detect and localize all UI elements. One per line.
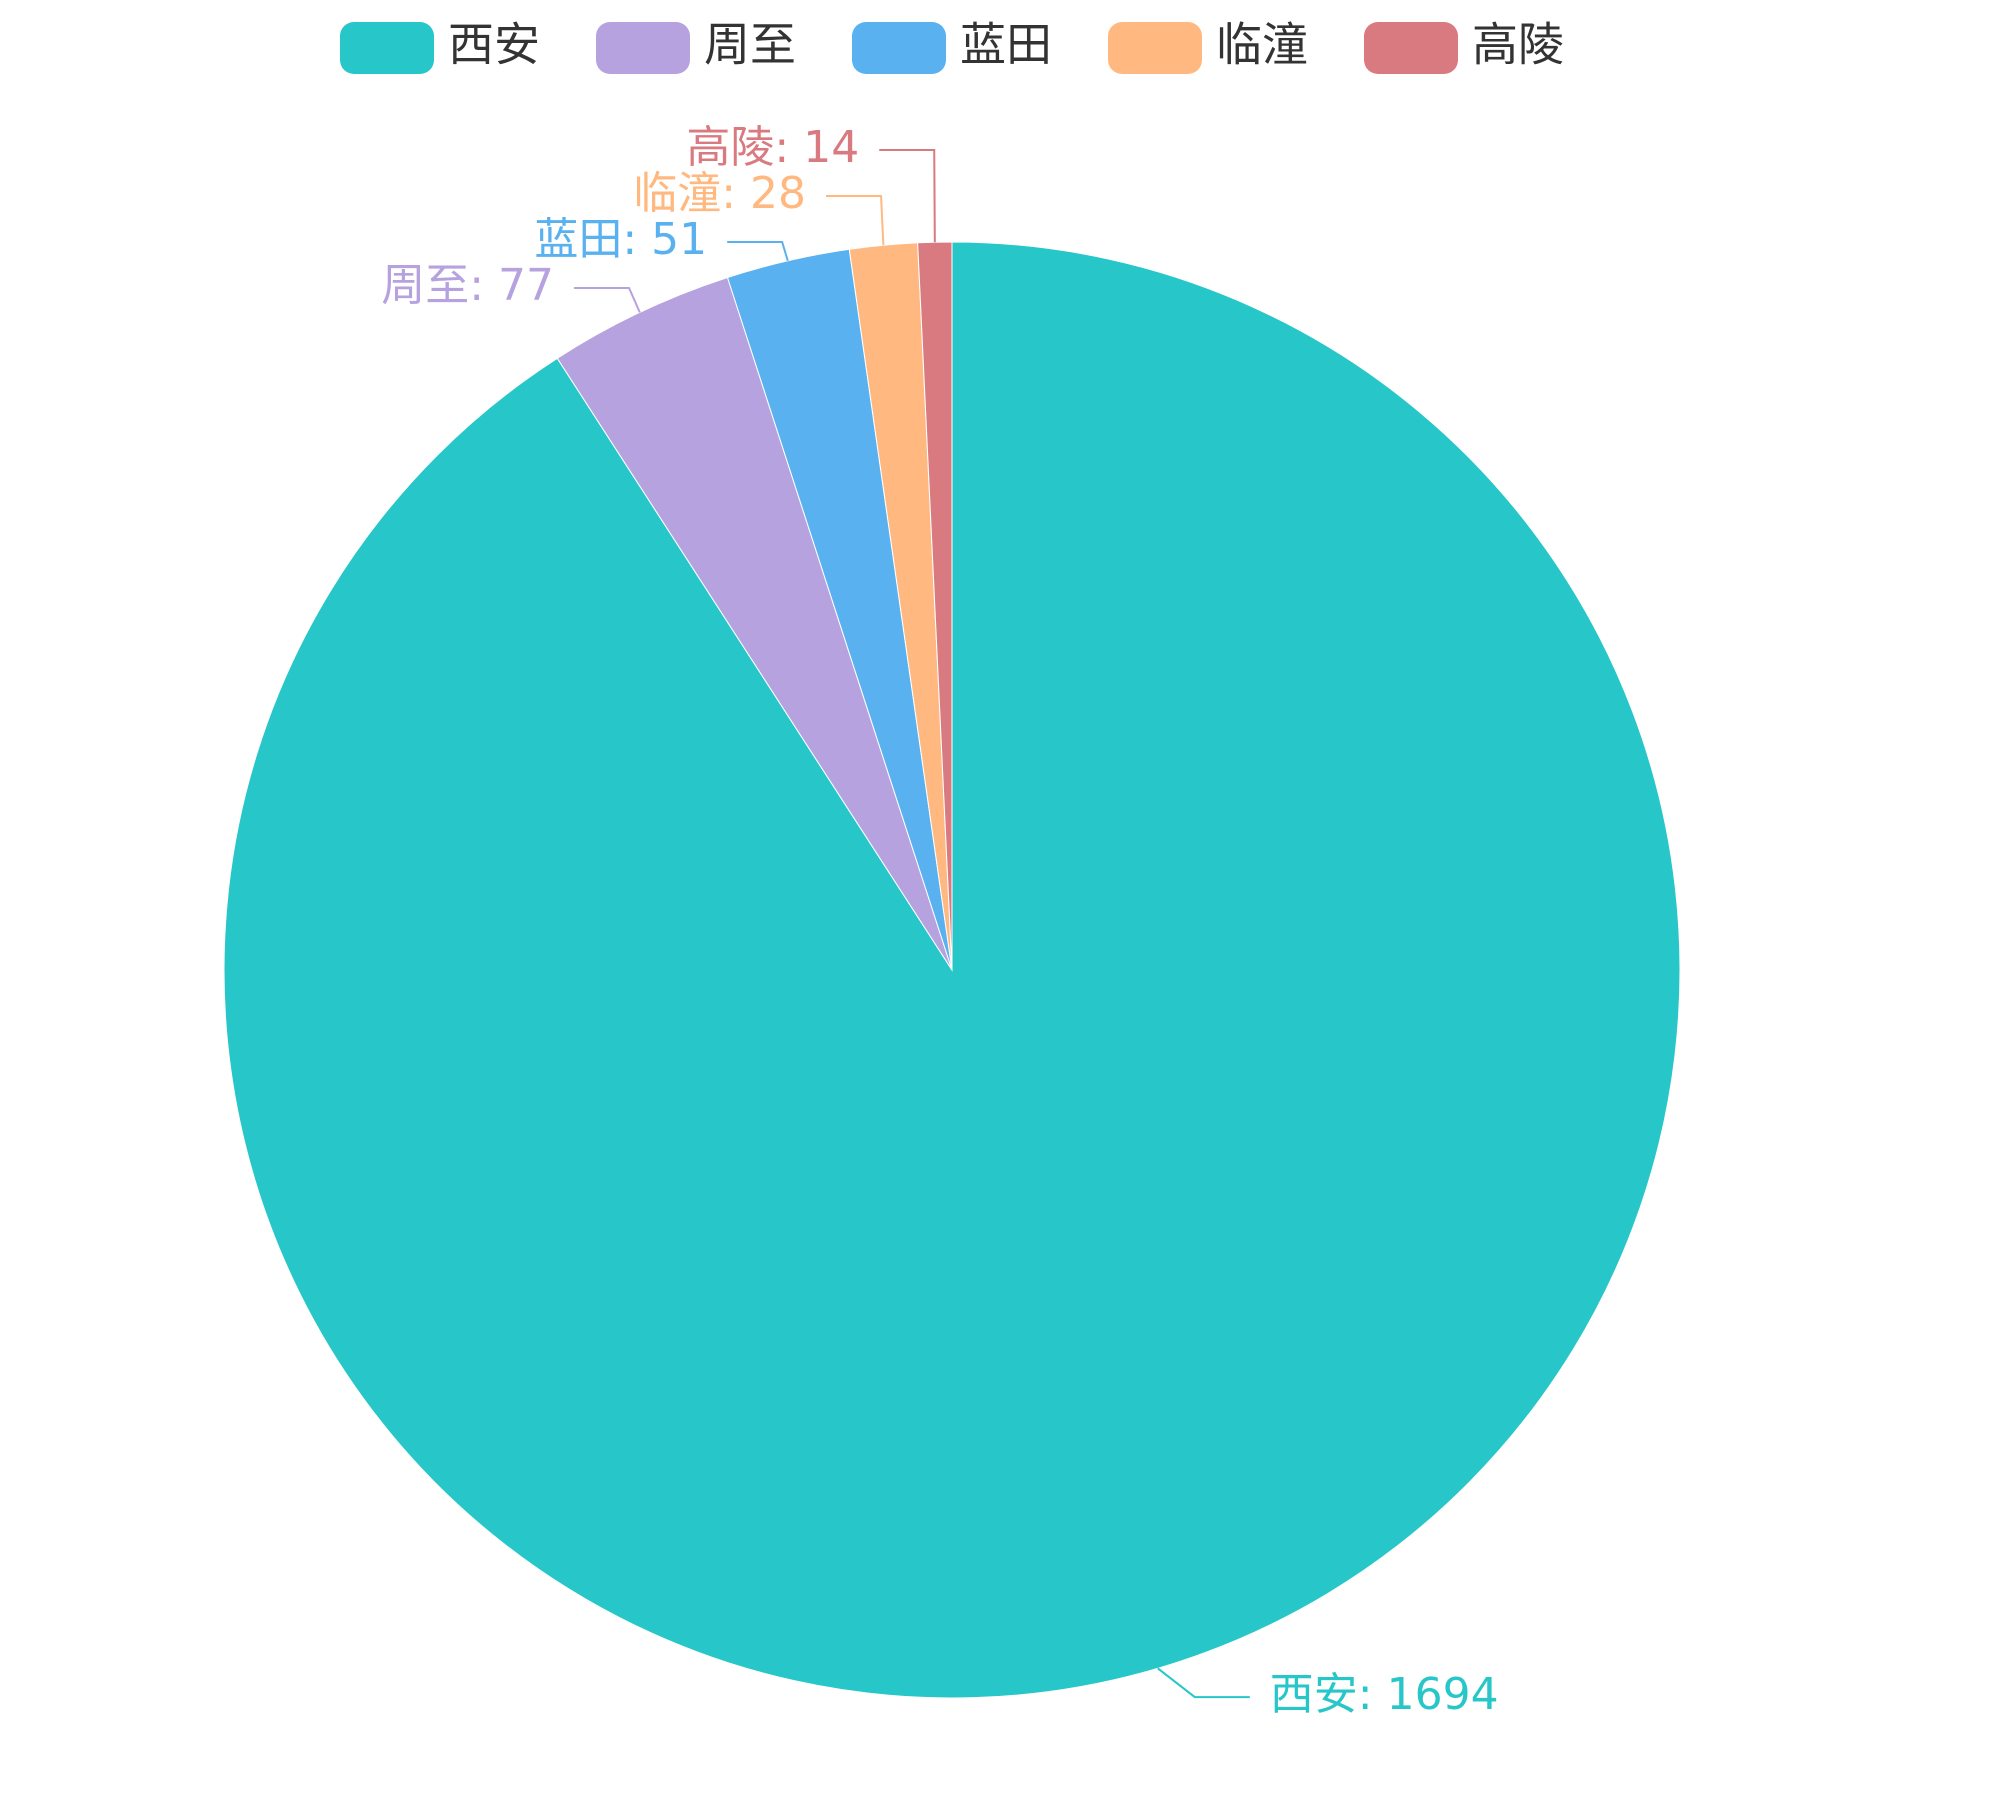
leader-line: [574, 287, 641, 313]
legend-text[interactable]: 临潼: [1216, 18, 1308, 72]
legend-swatch[interactable]: [1364, 22, 1458, 74]
slice-label: 高陵: 14: [686, 122, 859, 173]
legend-swatch[interactable]: [596, 22, 690, 74]
legend-swatch[interactable]: [1108, 22, 1202, 74]
leader-line: [879, 149, 936, 243]
leader-line: [727, 241, 789, 262]
leader-line: [826, 195, 885, 246]
pie-slice: [556, 276, 953, 971]
legend-text[interactable]: 周至: [704, 18, 796, 72]
legend-text[interactable]: 高陵: [1472, 18, 1564, 72]
slice-label: 蓝田: 51: [534, 214, 707, 265]
leader-line: [1157, 1667, 1250, 1699]
slice-label: 西安: 1694: [1270, 1669, 1499, 1720]
slice-label: 周至: 77: [381, 260, 554, 311]
legend-text[interactable]: 西安: [448, 18, 540, 72]
slice-label: 临潼: 28: [633, 168, 806, 219]
legend-swatch[interactable]: [852, 22, 946, 74]
legend-swatch[interactable]: [340, 22, 434, 74]
legend-text[interactable]: 蓝田: [960, 18, 1052, 72]
